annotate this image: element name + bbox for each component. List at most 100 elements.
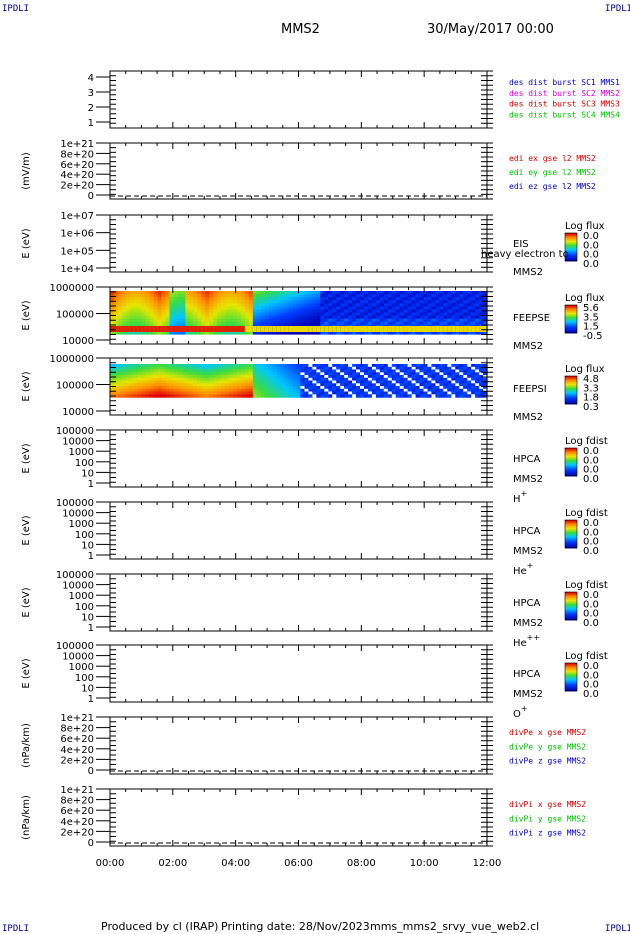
legend-divpi-1: divPi y gse MMS2 <box>509 814 586 823</box>
legend-eis-0: EIS <box>513 239 529 250</box>
legend-eis-2: heavy electron to <box>481 249 569 260</box>
ytick-divpi-0: 1e+21 <box>60 785 94 796</box>
ytick-hpca_he2-4: 10 <box>81 612 94 623</box>
legend-hpca_h-1: MMS2 <box>513 474 543 485</box>
legend-hpca_he-2: He+ <box>513 561 533 577</box>
ytick-hpca_o-2: 1000 <box>69 662 94 673</box>
colorbar-tick-hpca_h-1: 0.0 <box>583 455 599 466</box>
legend-feepse-0: FEEPSE <box>513 313 550 324</box>
panel-hpca_h <box>96 429 578 488</box>
ytick-hpca_he2-1: 10000 <box>62 581 94 592</box>
ytick-hpca_h-3: 100 <box>75 458 94 469</box>
legend-divpe-0: divPe x gse MMS2 <box>509 728 586 737</box>
ytick-hpca_he2-3: 100 <box>75 602 94 613</box>
legend-hpca_h-0: HPCA <box>513 454 541 465</box>
xtick-3: 06:00 <box>284 858 313 869</box>
legend-des-3: des dist burst SC4 MMS4 <box>509 110 620 119</box>
ytick-hpca_he-5: 1 <box>88 551 94 562</box>
ytick-hpca_he2-0: 100000 <box>56 570 94 581</box>
footer-produced: Produced by cl (IRAP) <box>101 920 219 933</box>
panel-hpca_he2 <box>96 573 578 632</box>
legend-des-2: des dist burst SC3 MMS3 <box>509 100 620 109</box>
legend-hpca_he-0: HPCA <box>513 526 541 537</box>
ytick-feepsi-2: 10000 <box>62 407 94 418</box>
ytick-feepsi-1: 100000 <box>56 381 94 392</box>
colorbar-tick-hpca_o-2: 0.0 <box>583 680 599 691</box>
ytick-hpca_h-5: 1 <box>88 479 94 490</box>
chart-date: 30/May/2017 00:00 <box>427 22 554 37</box>
panel-edi <box>96 142 493 200</box>
ytick-divpe-1: 8e+20 <box>60 724 94 735</box>
ytick-hpca_o-3: 100 <box>75 673 94 684</box>
legend-des-1: des dist burst SC2 MMS2 <box>509 89 620 98</box>
colorbar-tick-hpca_he2-3: 0.0 <box>583 618 599 629</box>
panel-divpe <box>96 716 493 775</box>
panel-frame-edi <box>109 142 488 200</box>
legend-hpca_o-2: O+ <box>513 704 528 720</box>
colorbar-eis <box>564 232 578 262</box>
ytick-divpe-5: 0 <box>88 766 94 777</box>
colorbar-tick-feepse-2: 1.5 <box>583 322 599 333</box>
chart-title: MMS2 <box>281 22 320 37</box>
colorbar-tick-feepse-3: -0.5 <box>583 331 603 342</box>
colorbar-tick-hpca_h-2: 0.0 <box>583 465 599 476</box>
ytick-feepse-2: 10000 <box>62 336 94 347</box>
colorbar-title-feepse: Log flux <box>565 293 605 304</box>
colorbar-tick-eis-3: 0.0 <box>583 259 599 270</box>
ylabel-hpca_he2: E (eV) <box>21 587 32 617</box>
ytick-hpca_o-1: 10000 <box>62 652 94 663</box>
ytick-eis-0: 1e+07 <box>60 211 94 222</box>
ytick-hpca_h-2: 1000 <box>69 447 94 458</box>
colorbar-title-eis: Log flux <box>565 221 605 232</box>
ytick-hpca_he-1: 10000 <box>62 509 94 520</box>
colorbar-tick-eis-2: 0.0 <box>583 250 599 261</box>
colorbar-tick-hpca_he-2: 0.0 <box>583 537 599 548</box>
legend-feepsi-1: MMS2 <box>513 412 543 423</box>
ytick-hpca_o-0: 100000 <box>56 641 94 652</box>
colorbar-tick-feepse-1: 3.5 <box>583 312 599 323</box>
legend-hpca_o-0: HPCA <box>513 669 541 680</box>
legend-feepsi-0: FEEPSI <box>513 384 547 395</box>
colorbar-tick-feepsi-3: 0.3 <box>583 402 599 413</box>
ylabel-edi: (mV/m) <box>21 152 32 190</box>
corner-label-top-left: IPDLI <box>2 4 30 14</box>
colorbar-hpca_o <box>564 662 578 692</box>
colorbar-tick-hpca_he-1: 0.0 <box>583 527 599 538</box>
ytick-feepsi-0: 1000000 <box>49 354 94 365</box>
ytick-eis-2: 1e+05 <box>60 246 94 257</box>
ylabel-divpe: (nPa/km) <box>21 723 32 768</box>
ylabel-hpca_he: E (eV) <box>21 515 32 545</box>
corner-label-bottom-right: IPDLI <box>605 924 630 934</box>
xtick-0: 00:00 <box>96 858 125 869</box>
legend-divpe-1: divPe y gse MMS2 <box>509 742 586 751</box>
ytick-divpi-3: 4e+20 <box>60 817 94 828</box>
corner-label-bottom-left: IPDLI <box>2 924 30 934</box>
panel-frame-hpca_he2 <box>109 573 488 632</box>
ytick-divpe-3: 4e+20 <box>60 745 94 756</box>
colorbar-tick-hpca_h-0: 0.0 <box>583 446 599 457</box>
panel-frame-eis <box>109 214 488 273</box>
xtick-4: 08:00 <box>347 858 376 869</box>
colorbar-title-hpca_o: Log fdist <box>565 651 608 662</box>
corner-label-top-right: IPDLI <box>605 4 630 14</box>
ytick-divpe-4: 2e+20 <box>60 755 94 766</box>
legend-hpca_he-1: MMS2 <box>513 546 543 557</box>
legend-divpi-0: divPi x gse MMS2 <box>509 800 586 809</box>
panel-frame-des <box>109 70 488 129</box>
ytick-hpca_h-4: 10 <box>81 468 94 479</box>
ytick-edi-4: 2e+20 <box>60 181 94 192</box>
colorbar-tick-feepsi-2: 1.8 <box>583 393 599 404</box>
ytick-edi-3: 4e+20 <box>60 170 94 181</box>
ytick-hpca_h-0: 100000 <box>56 426 94 437</box>
ytick-hpca_he-3: 100 <box>75 530 94 541</box>
footer-printed: Printing date: 28/Nov/2023 <box>221 920 370 933</box>
xtick-1: 02:00 <box>158 858 187 869</box>
ylabel-hpca_o: E (eV) <box>21 658 32 688</box>
ytick-feepse-1: 100000 <box>56 310 94 321</box>
ytick-divpe-0: 1e+21 <box>60 713 94 724</box>
colorbar-tick-hpca_h-3: 0.0 <box>583 474 599 485</box>
legend-divpe-2: divPe z gse MMS2 <box>509 757 586 766</box>
panel-frame-divpe <box>109 716 488 775</box>
ytick-hpca_o-5: 1 <box>88 694 94 705</box>
legend-des-0: des dist burst SC1 MMS1 <box>509 78 620 87</box>
